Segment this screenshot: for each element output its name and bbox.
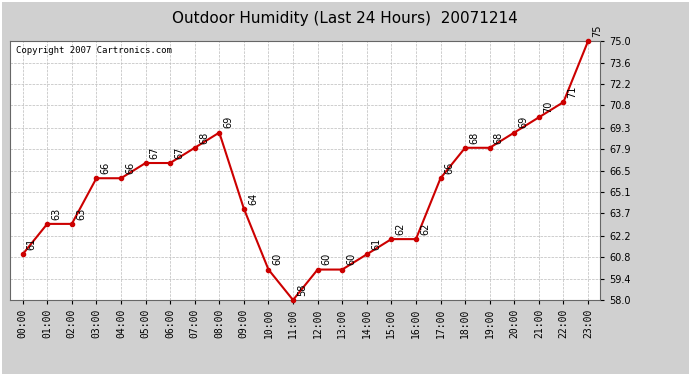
Text: 66: 66 [125,162,135,174]
Text: 63: 63 [76,207,86,220]
Text: 62: 62 [395,223,406,235]
Text: 61: 61 [371,238,381,250]
Text: 63: 63 [51,207,61,220]
Text: 67: 67 [150,147,159,159]
Text: 75: 75 [592,25,602,37]
Text: 58: 58 [297,284,307,296]
Text: 70: 70 [543,101,553,113]
Text: 61: 61 [27,238,37,250]
Text: 68: 68 [469,131,480,144]
Text: 66: 66 [444,162,455,174]
Text: 71: 71 [568,86,578,98]
Text: 60: 60 [322,253,332,266]
Text: 68: 68 [199,131,209,144]
Text: 67: 67 [175,147,184,159]
Text: 69: 69 [518,116,529,128]
Text: 60: 60 [346,253,356,266]
Text: 69: 69 [224,116,233,128]
Text: 62: 62 [420,223,430,235]
Text: 66: 66 [101,162,110,174]
Text: Outdoor Humidity (Last 24 Hours)  20071214: Outdoor Humidity (Last 24 Hours) 2007121… [172,11,518,26]
Text: 60: 60 [273,253,283,266]
Text: 68: 68 [494,131,504,144]
Text: Copyright 2007 Cartronics.com: Copyright 2007 Cartronics.com [17,46,172,56]
Text: 64: 64 [248,192,258,204]
